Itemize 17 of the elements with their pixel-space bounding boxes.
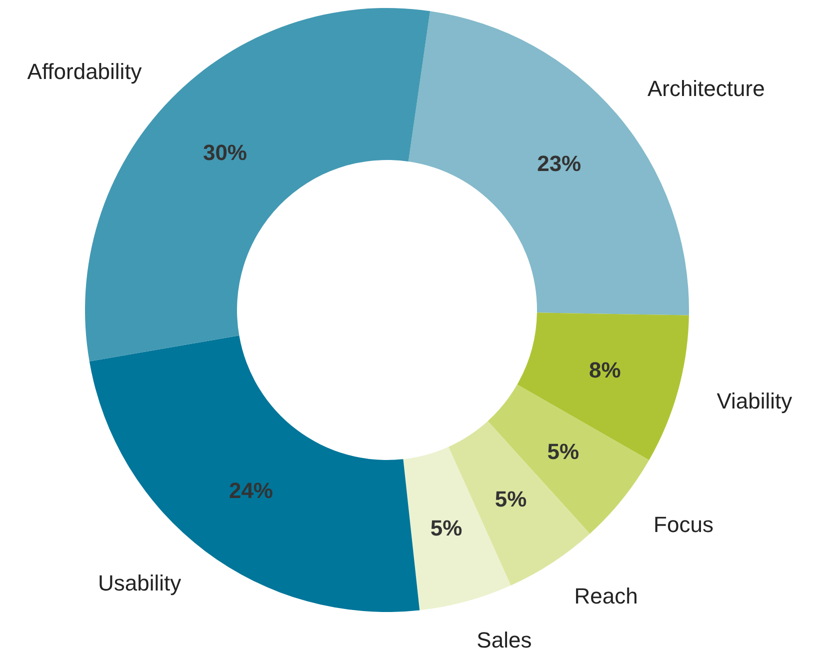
slice-label: Reach: [574, 584, 638, 609]
data-label: 5%: [547, 439, 580, 464]
slice-label: Viability: [716, 388, 792, 414]
data-label: 23%: [537, 151, 582, 176]
slice-label: Affordability: [27, 59, 142, 84]
data-label: 5%: [494, 486, 527, 512]
data-label: 30%: [202, 140, 247, 165]
donut-slice: [488, 384, 650, 534]
slice-label: Sales: [476, 628, 532, 650]
donut-slice: [517, 312, 689, 460]
slice-label: Architecture: [647, 76, 765, 101]
slice-label: Usability: [98, 570, 182, 596]
donut-slice: [89, 336, 420, 612]
data-label: 24%: [228, 478, 274, 503]
data-label: 8%: [588, 358, 621, 383]
slice-label: Focus: [654, 512, 714, 537]
data-label: 5%: [430, 516, 462, 541]
